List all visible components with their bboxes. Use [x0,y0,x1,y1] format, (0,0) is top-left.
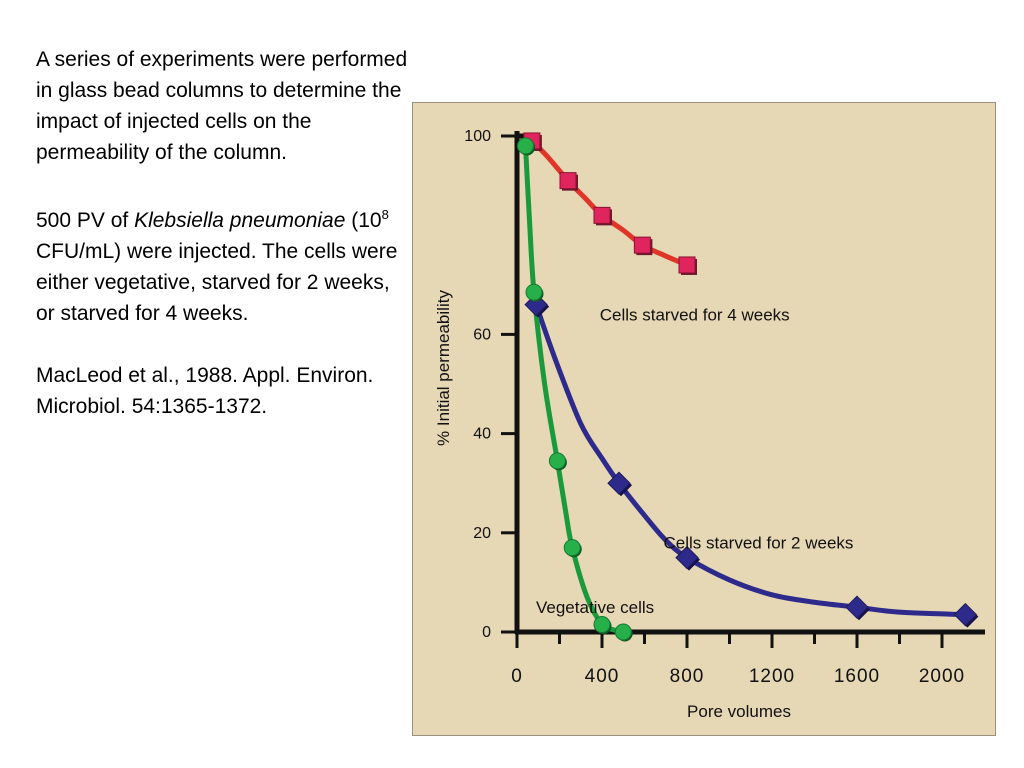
annotation-vegetative-cells: Vegetative cells [536,598,654,617]
cells-starved-for-4-weeks-point [633,236,651,254]
cells-starved-for-2-weeks-point [845,595,869,619]
intro-paragraph: A series of experiments were performed i… [36,48,408,164]
vegetative-cells-point [614,623,632,641]
series-curves [523,138,968,635]
x-axis-label: Pore volumes [687,702,791,721]
y-tick-label: 40 [473,426,491,443]
y-tick-label: 100 [464,128,491,145]
cells-starved-for-4-weeks-point [559,172,577,190]
cells-starved-for-4-weeks-line [529,138,690,268]
cells-starved-for-2-weeks-point [607,471,631,495]
injection-paragraph: 500 PV of Klebsiella pneumoniae (108 CFU… [36,199,412,329]
x-tick-label: 1200 [749,666,795,687]
annotation-cells-starved-for-4-weeks: Cells starved for 4 weeks [600,306,790,325]
concentration-exponent: 8 [381,207,389,222]
cells-starved-for-4-weeks-point [593,206,611,224]
x-tick-label: 800 [670,666,705,687]
chart-labels: 0 20 40 60 100 0 400 800 1200 1600 2000 Pore volume… [434,128,965,721]
species-name: Klebsiella pneumoniae [134,209,346,232]
vegetative-cells-point [517,137,534,155]
vegetative-cells-point [525,283,543,301]
permeability-chart: 0 20 40 60 100 0 400 800 1200 1600 2000 Pore volume… [434,128,985,721]
series-markers [517,132,979,642]
cells-starved-for-2-weeks-point [953,602,978,627]
x-tick-label: 2000 [919,666,965,687]
description-text: A series of experiments were performed i… [36,44,412,422]
axes [501,131,985,648]
x-tick-label: 400 [585,666,620,687]
vegetative-cells-point [548,452,566,470]
cells-starved-for-2-weeks-line [533,302,968,618]
y-axis-label: % Initial permeability [434,290,453,446]
chart-panel: 0 20 40 60 100 0 400 800 1200 1600 2000 Pore volume… [412,102,996,736]
vegetative-cells-point [563,539,581,557]
cells-starved-for-2-weeks-point [675,545,699,570]
y-tick-label: 20 [473,525,491,542]
annotation-cells-starved-for-2-weeks: Cells starved for 2 weeks [664,534,854,553]
injection-text-after: CFU/mL) were injected. The cells were ei… [36,240,398,325]
x-tick-label: 0 [511,666,523,687]
cells-starved-for-4-weeks-point [678,256,696,274]
citation: MacLeod et al., 1988. Appl. Environ. Mic… [36,364,374,418]
concentration-open: (10 [345,209,382,232]
vegetative-cells-point [593,616,611,634]
injection-text-before: 500 PV of [36,209,135,232]
y-tick-label: 0 [482,624,491,641]
x-tick-label: 1600 [834,666,880,687]
y-tick-label: 60 [473,326,491,343]
